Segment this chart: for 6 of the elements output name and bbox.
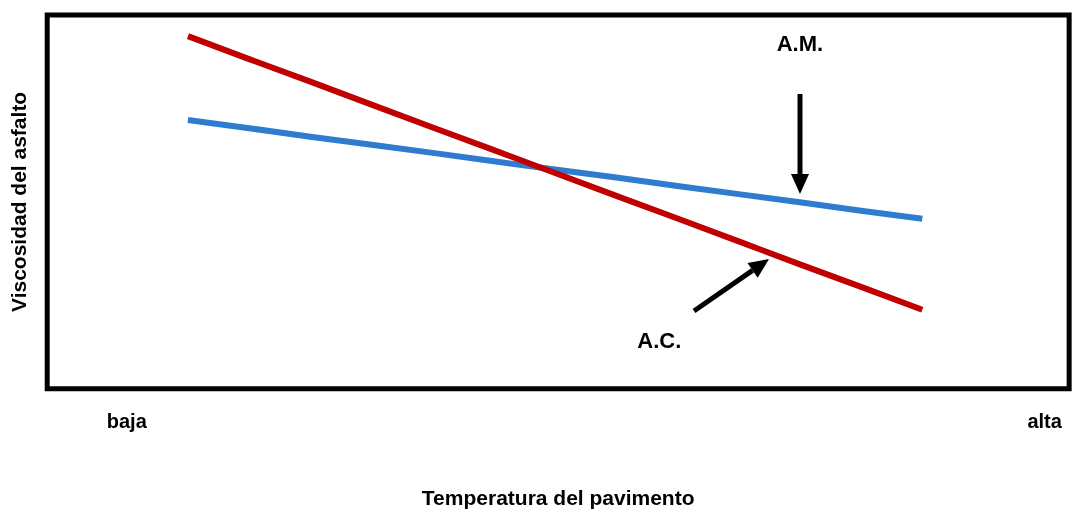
annotation: A.C. (637, 327, 682, 354)
x-axis-title: Temperatura del pavimento (421, 486, 695, 510)
annotation: A.M. (776, 31, 824, 58)
x-tick-label: baja (106, 410, 148, 433)
x-tick-label: alta (1027, 410, 1063, 433)
y-axis-title: Viscosidad del asfalto (7, 91, 31, 312)
